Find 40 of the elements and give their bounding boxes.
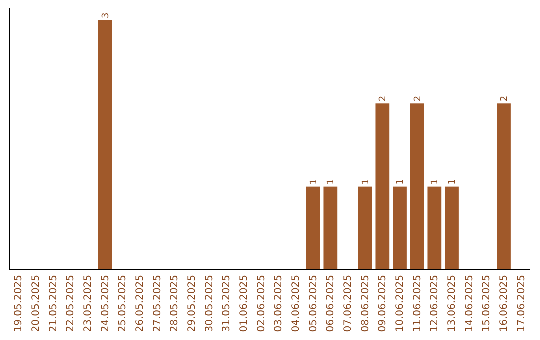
x-tick-label: 08.06.2025 [360, 275, 372, 332]
x-tick-label: 09.06.2025 [378, 275, 389, 332]
x-tick-label: 06.06.2025 [326, 275, 337, 332]
data-label: 2 [413, 96, 424, 102]
x-tick-label: 02.06.2025 [256, 275, 268, 332]
data-label: 1 [396, 179, 406, 185]
x-tick-label: 21.05.2025 [48, 275, 60, 332]
data-label: 2 [500, 96, 510, 102]
x-tick-label: 10.06.2025 [395, 275, 406, 332]
x-tick-label: 28.05.2025 [170, 275, 181, 332]
x-tick-label: 27.05.2025 [152, 275, 164, 332]
x-tick-label: 26.05.2025 [135, 275, 146, 332]
data-label: 1 [448, 179, 458, 185]
data-label: 1 [361, 179, 372, 185]
x-tick-label: 14.06.2025 [464, 275, 476, 332]
x-tick-label: 12.06.2025 [430, 275, 441, 332]
x-tick-label: 23.05.2025 [83, 275, 94, 332]
data-label: 3 [101, 12, 112, 18]
x-tick-label: 24.05.2025 [100, 275, 112, 332]
x-tick-label: 07.06.2025 [343, 275, 354, 332]
x-tick-label: 17.06.2025 [516, 275, 528, 332]
data-label: 1 [309, 179, 320, 185]
x-tick-label: 15.06.2025 [482, 275, 493, 332]
x-tick-label: 30.05.2025 [204, 275, 216, 332]
data-label: 1 [430, 179, 441, 185]
data-label: 1 [326, 179, 337, 185]
x-tick-label: 11.06.2025 [412, 275, 424, 332]
x-tick-label: 22.05.2025 [66, 275, 77, 332]
x-tick-label: 16.06.2025 [499, 275, 510, 332]
x-tick-label: 25.05.2025 [118, 275, 129, 332]
x-tick-label: 31.05.2025 [222, 275, 233, 332]
x-tick-label: 03.06.2025 [274, 275, 285, 332]
x-tick-label: 20.05.2025 [31, 275, 42, 332]
data-label: 2 [378, 96, 389, 102]
x-tick-label: 13.06.2025 [447, 275, 458, 332]
x-tick-label: 19.05.2025 [14, 275, 25, 332]
x-tick-label: 29.05.2025 [187, 275, 198, 332]
x-tick-label: 04.06.2025 [291, 275, 302, 332]
x-tick-label: 01.06.2025 [239, 275, 250, 332]
x-tick-label: 05.06.2025 [308, 275, 320, 332]
